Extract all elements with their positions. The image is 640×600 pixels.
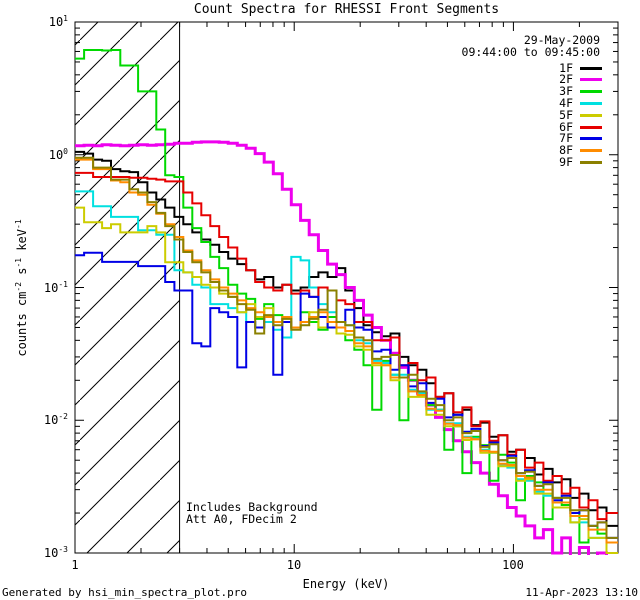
generator-credit: Generated by hsi_min_spectra_plot.pro [2,586,248,599]
annotation-attenuator: Att A0, FDecim 2 [186,512,297,526]
plot-annotation: Includes Background Att A0, FDecim 2 [186,501,318,525]
observation-datetime: 29-May-2009 09:44:00 to 09:45:00 [461,33,600,59]
annotation-background: Includes Background [186,500,318,514]
spectrum-7F [75,251,618,539]
y-tick-label-10e-3: 10-3 [43,545,68,561]
observation-date: 29-May-2009 [523,33,600,47]
x-tick-label-1: 1 [71,558,79,572]
y-tick-label-10e-1: 10-1 [43,280,68,296]
spectrum-9F [75,156,618,539]
x-tick-label-10: 10 [286,558,302,572]
observation-time-range: 09:44:00 to 09:45:00 [461,44,600,59]
hatched-background-region [75,22,181,553]
y-axis-label: counts cm-2 s-1 keV-1 [14,219,29,357]
plot-title: Count Spectra for RHESSI Front Segments [193,2,500,17]
render-timestamp: 11-Apr-2023 13:10 [525,586,638,599]
spectrum-8F [75,158,618,544]
y-tick-label-10e-2: 10-2 [43,412,68,428]
spectra-curves [75,49,618,555]
axes-frame-and-ticks [74,21,619,554]
x-tick-label-100: 100 [502,558,524,572]
y-tick-label-10e1: 101 [48,14,68,30]
y-tick-label-10e0: 100 [48,147,68,163]
x-axis-label: Energy (keV) [302,577,390,591]
